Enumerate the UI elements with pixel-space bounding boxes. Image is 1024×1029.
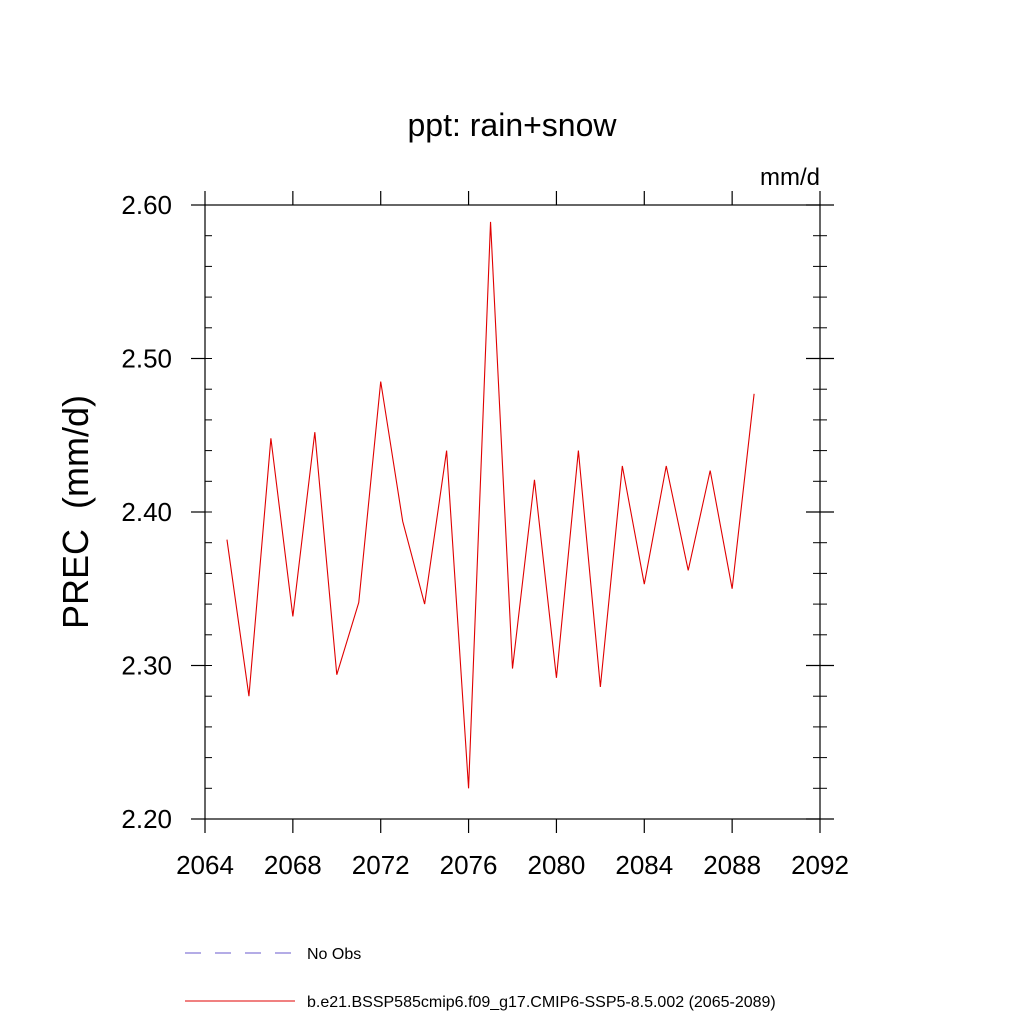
x-tick-label: 2064 bbox=[176, 850, 234, 880]
y-tick-label: 2.60 bbox=[121, 190, 172, 220]
x-tick-label: 2068 bbox=[264, 850, 322, 880]
chart-title: ppt: rain+snow bbox=[407, 107, 617, 143]
axes: 2064 2068 2072 2076 2080 2084 2088 2092 2.20 2.30… bbox=[121, 190, 849, 880]
series-layer bbox=[226, 221, 755, 789]
y-tick-label: 2.20 bbox=[121, 804, 172, 834]
x-tick-label: 2088 bbox=[703, 850, 761, 880]
y-tick-label: 2.40 bbox=[121, 497, 172, 527]
x-tick-label: 2092 bbox=[791, 850, 849, 880]
x-tick-label: 2084 bbox=[615, 850, 673, 880]
plot-frame bbox=[204, 204, 821, 820]
x-tick-label: 2080 bbox=[528, 850, 586, 880]
y-tick-label: 2.30 bbox=[121, 651, 172, 681]
y-axis-label: PREC (mm/d) bbox=[55, 395, 96, 629]
y-tick-label: 2.50 bbox=[121, 344, 172, 374]
legend-label-1: b.e21.BSSP585cmip6.f09_g17.CMIP6-SSP5-8.… bbox=[307, 994, 776, 1011]
series-line-1 bbox=[226, 221, 755, 789]
legend: No Obs b.e21.BSSP585cmip6.f09_g17.CMIP6-S… bbox=[185, 946, 776, 1011]
units-label: mm/d bbox=[760, 164, 820, 191]
legend-label-0: No Obs bbox=[307, 946, 361, 963]
x-tick-label: 2072 bbox=[352, 850, 410, 880]
x-tick-label: 2076 bbox=[440, 850, 498, 880]
